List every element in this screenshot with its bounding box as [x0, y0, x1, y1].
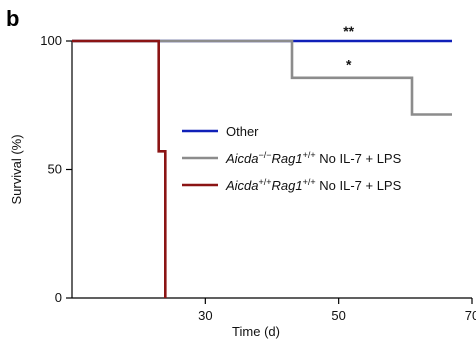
legend-label-3: Aicda+/+Rag1+/+ No IL-7 + LPS — [225, 177, 402, 193]
x-tick-label: 70 — [465, 308, 476, 323]
x-tick-label: 50 — [331, 308, 345, 323]
y-axis-title: Survival (%) — [9, 134, 24, 204]
legend-label-part: −/− — [259, 150, 272, 160]
series-line-2 — [72, 39, 452, 116]
series-layer — [72, 39, 452, 298]
legend-label-2: Aicda−/−Rag1+/+ No IL-7 + LPS — [225, 150, 402, 166]
legend-label-part: Aicda — [225, 178, 259, 193]
axes: 0 50 100 30 50 70 Time (d) Survival (%) — [9, 33, 476, 339]
legend-label-part: +/+ — [259, 177, 272, 187]
y-tick-label: 50 — [48, 162, 62, 177]
legend-label-part: Other — [226, 124, 259, 139]
legend-label-part: Aicda — [225, 151, 259, 166]
legend-label-part: +/+ — [303, 150, 316, 160]
x-axis-title: Time (d) — [232, 324, 280, 339]
legend-label-part: +/+ — [303, 177, 316, 187]
legend-label-part: Rag1 — [272, 178, 303, 193]
panel-label: b — [6, 6, 19, 31]
y-tick-label: 0 — [55, 290, 62, 305]
legend-label-part: No IL-7 + LPS — [316, 178, 402, 193]
y-tick-label: 100 — [40, 33, 62, 48]
x-tick-label: 30 — [198, 308, 212, 323]
legend-label-1: Other — [226, 124, 259, 139]
series-line-3 — [72, 39, 167, 298]
legend-label-part: Rag1 — [272, 151, 303, 166]
annotations: *** — [343, 23, 354, 72]
significance-marker: ** — [343, 23, 354, 39]
legend-label-part: No IL-7 + LPS — [316, 151, 402, 166]
significance-marker: * — [346, 56, 352, 72]
